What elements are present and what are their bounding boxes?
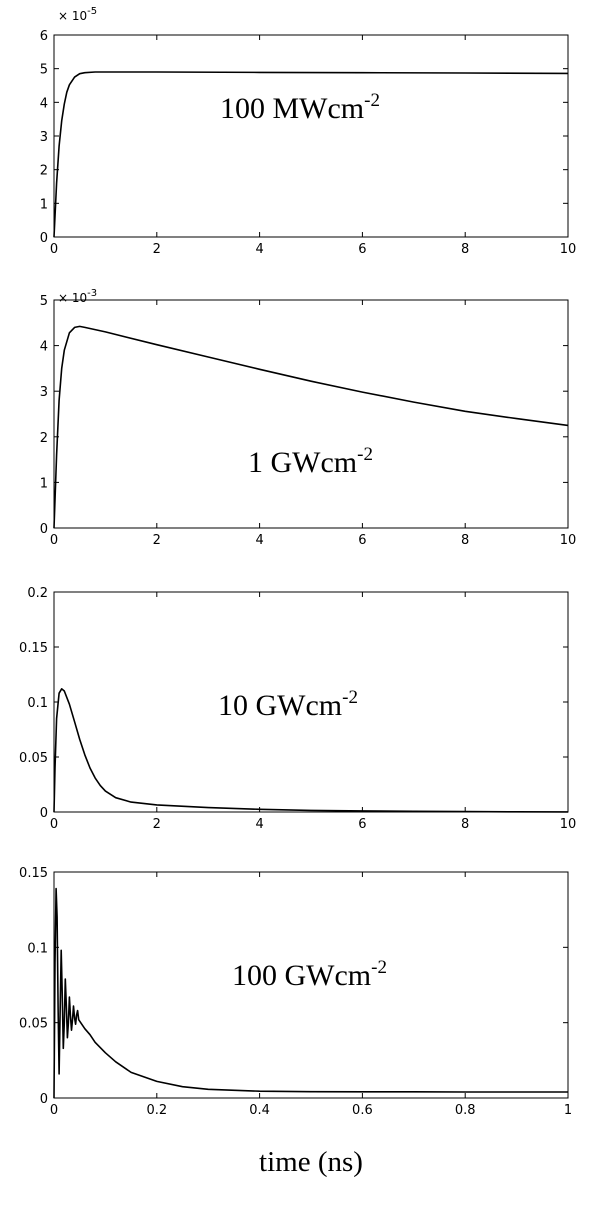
x-tick-label: 8 bbox=[461, 533, 469, 548]
y-exponent-power: -5 bbox=[87, 6, 97, 17]
y-tick-label: 0 bbox=[40, 1092, 48, 1107]
x-tick-label: 6 bbox=[358, 242, 366, 257]
x-tick-label: 4 bbox=[255, 533, 263, 548]
y-tick-label: 4 bbox=[40, 340, 48, 355]
y-tick-label: 0.2 bbox=[27, 586, 48, 601]
x-tick-label: 0 bbox=[50, 1103, 58, 1118]
x-tick-label: 2 bbox=[153, 533, 161, 548]
x-tick-label: 10 bbox=[560, 533, 577, 548]
y-tick-label: 0.1 bbox=[27, 941, 48, 956]
y-tick-label: 2 bbox=[40, 431, 48, 446]
y-tick-label: 2 bbox=[40, 164, 48, 179]
x-tick-label: 4 bbox=[255, 817, 263, 832]
y-tick-label: 3 bbox=[40, 385, 48, 400]
x-tick-label: 10 bbox=[560, 817, 577, 832]
y-tick-label: 1 bbox=[40, 197, 48, 212]
x-tick-label: 6 bbox=[358, 817, 366, 832]
x-tick-label: 1 bbox=[564, 1103, 572, 1118]
y-tick-label: 5 bbox=[40, 294, 48, 309]
x-tick-label: 0 bbox=[50, 817, 58, 832]
y-tick-label: 5 bbox=[40, 63, 48, 78]
x-tick-label: 8 bbox=[461, 817, 469, 832]
intensity-annotation: 100 GWcm-2 bbox=[232, 957, 387, 992]
y-exponent-power: -3 bbox=[87, 288, 97, 299]
series-line-1 bbox=[53, 887, 568, 1099]
x-tick-label: 10 bbox=[560, 242, 577, 257]
y-tick-label: 0 bbox=[40, 522, 48, 537]
x-tick-label: 6 bbox=[358, 533, 366, 548]
x-tick-label: 8 bbox=[461, 242, 469, 257]
chart-panel-4: 0 0.2 0.4 0.6 0.8 1 0 0.05 0.1 0.15 100 GWcm-2 time… bbox=[19, 866, 572, 1178]
x-tick-label: 0 bbox=[50, 242, 58, 257]
x-tick-label: 0.2 bbox=[146, 1103, 167, 1118]
y-tick-label: 0.15 bbox=[19, 641, 48, 656]
axes-frame bbox=[53, 34, 569, 238]
chart-panel-2: 0 2 4 6 8 10 0 1 2 3 4 5 × 10-3 1 GWcm-2 bbox=[40, 288, 577, 548]
intensity-annotation-exponent: -2 bbox=[371, 957, 387, 978]
chart-panel-3: 0 2 4 6 8 10 0 0.05 0.1 0.15 0.2 10 GWcm-2 bbox=[19, 586, 576, 832]
x-axis-label: time (ns) bbox=[259, 1146, 363, 1178]
intensity-annotation: 100 MWcm-2 bbox=[220, 90, 380, 125]
y-tick-label: 1 bbox=[40, 476, 48, 491]
intensity-annotation-exponent: -2 bbox=[357, 444, 373, 465]
axes-frame bbox=[53, 299, 569, 529]
x-tick-label: 0 bbox=[50, 533, 58, 548]
series-line-1 bbox=[53, 325, 569, 529]
series-line-1 bbox=[53, 71, 569, 238]
intensity-annotation: 1 GWcm-2 bbox=[248, 444, 373, 479]
x-tick-label: 2 bbox=[153, 242, 161, 257]
series-line-1 bbox=[53, 687, 569, 813]
chart-panel-1: 0 2 4 6 8 10 0 1 2 3 4 5 6 × 10-5 100 MWcm-2 bbox=[40, 6, 577, 257]
x-tick-label: 4 bbox=[255, 242, 263, 257]
y-exponent-label: × 10-3 bbox=[58, 288, 97, 305]
y-tick-label: 0.1 bbox=[27, 696, 48, 711]
x-tick-label: 2 bbox=[153, 817, 161, 832]
y-tick-label: 6 bbox=[40, 29, 48, 44]
x-tick-label: 0.8 bbox=[455, 1103, 476, 1118]
y-tick-label: 0 bbox=[40, 806, 48, 821]
y-tick-label: 0 bbox=[40, 231, 48, 246]
y-tick-label: 0.15 bbox=[19, 866, 48, 881]
axes-frame bbox=[53, 871, 569, 1099]
y-tick-label: 0.05 bbox=[19, 751, 48, 766]
x-tick-label: 0.6 bbox=[352, 1103, 373, 1118]
intensity-annotation: 10 GWcm-2 bbox=[218, 687, 358, 722]
x-tick-label: 0.4 bbox=[249, 1103, 270, 1118]
intensity-annotation-exponent: -2 bbox=[364, 90, 380, 111]
intensity-annotation-exponent: -2 bbox=[342, 687, 358, 708]
y-tick-label: 0.05 bbox=[19, 1017, 48, 1032]
y-exponent-label: × 10-5 bbox=[58, 6, 97, 23]
y-tick-label: 3 bbox=[40, 130, 48, 145]
y-tick-label: 4 bbox=[40, 96, 48, 111]
